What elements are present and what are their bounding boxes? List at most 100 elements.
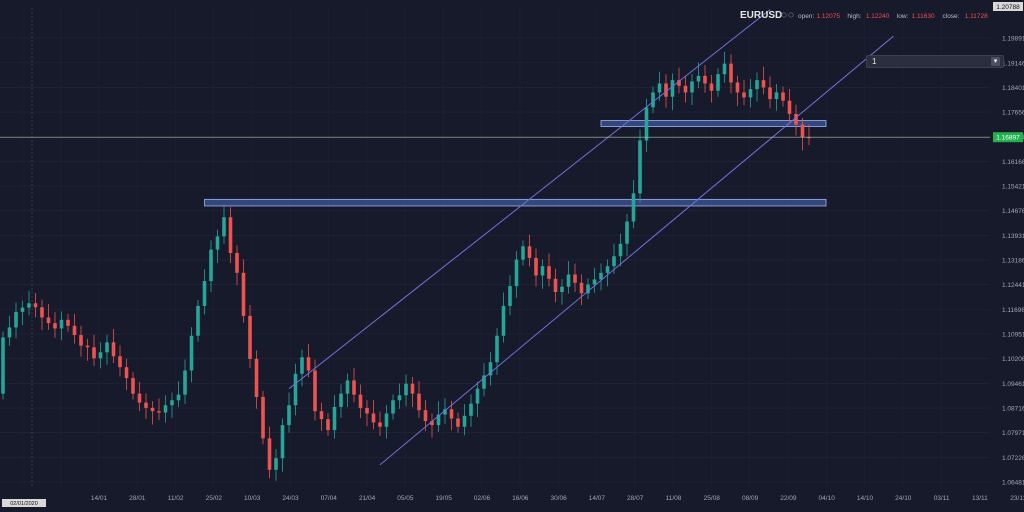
candle-body: [391, 400, 395, 414]
ohlc-value: 1.11630: [912, 13, 935, 20]
candle-body: [274, 458, 278, 470]
candle-body: [228, 217, 233, 253]
support-resistance-zone[interactable]: [600, 120, 827, 127]
symbol-title: EURUSD: [740, 10, 782, 21]
price-tick-label: 1.12441: [1002, 282, 1024, 289]
candle-body: [183, 370, 187, 395]
candle-body: [787, 100, 792, 114]
candle-body: [443, 409, 447, 415]
candle-body: [313, 370, 317, 412]
candle-body: [547, 266, 551, 279]
candle-body: [72, 325, 77, 336]
ohlc-label: high:: [847, 13, 861, 20]
time-tick-label: 23/11: [1010, 495, 1024, 502]
candle-body: [352, 380, 356, 395]
candle-body: [800, 124, 805, 138]
candle-body: [404, 383, 408, 396]
time-tick-label: 14/07: [589, 495, 606, 502]
axis-top-label-bg: [993, 2, 1023, 11]
candle-body: [586, 284, 590, 294]
candle-body: [66, 319, 70, 326]
candle-body: [14, 311, 18, 328]
ohlc-legend: open: 1.12075 high: 1.12240 low: 1.11630 close…: [781, 12, 988, 20]
price-tick-label: 1.13931: [1002, 233, 1024, 240]
candle-body: [690, 81, 694, 93]
candle-body: [742, 92, 746, 98]
price-tick-label: 1.13186: [1002, 258, 1024, 265]
price-tick-label: 1.17656: [1002, 110, 1024, 117]
time-tick-label: 22/09: [780, 495, 797, 502]
candle-body: [612, 256, 616, 267]
zones[interactable]: [204, 120, 827, 207]
candle-body: [599, 272, 603, 280]
candle-body: [131, 378, 135, 394]
crosshair-date: 02/01/2020: [10, 501, 38, 507]
support-resistance-zone[interactable]: [204, 198, 827, 207]
candle-body: [755, 80, 759, 90]
candle-body: [150, 407, 155, 412]
candle-body: [397, 395, 402, 401]
candle-body: [358, 394, 363, 408]
candle-body: [371, 413, 376, 423]
candle-body: [261, 396, 265, 439]
axis-top-label: 1.20788: [996, 4, 1020, 11]
candle-body: [527, 246, 532, 258]
channel-lower-line[interactable]: [379, 35, 894, 466]
candle-body: [189, 335, 194, 371]
candle-body: [722, 63, 727, 75]
channel-upper-line[interactable]: [288, 9, 771, 390]
candle-body: [807, 137, 811, 139]
candle-body: [111, 342, 116, 357]
candle-body: [761, 80, 766, 88]
candle-body: [1, 337, 5, 394]
candle-body: [339, 393, 343, 407]
candle-body: [306, 357, 311, 371]
candle-body: [670, 80, 675, 97]
candle-body: [92, 347, 96, 359]
candle-body: [644, 107, 649, 141]
time-tick-label: 21/04: [359, 495, 376, 502]
ohlc-label: open:: [798, 13, 814, 20]
candle-body: [664, 83, 668, 97]
price-tick-label: 1.14676: [1002, 208, 1024, 215]
candle-body: [469, 403, 473, 416]
time-axis[interactable]: 14/01 28/01 11/02 25/02 10/03 24/03 07/04 21/04…: [91, 495, 1024, 502]
channel-lines[interactable]: [288, 9, 894, 466]
candle-body: [163, 405, 168, 413]
candle-body: [657, 83, 662, 93]
candle-body: [280, 425, 285, 459]
price-tick-label: 1.07226: [1002, 455, 1024, 462]
interval-dropdown[interactable]: 1 ▾: [866, 55, 1004, 68]
candle-body: [579, 282, 584, 294]
chevron-down-icon[interactable]: ▾: [991, 57, 1000, 66]
candle-body: [735, 82, 740, 93]
candle-body: [592, 279, 597, 285]
candle-body: [449, 409, 454, 419]
candle-body: [774, 92, 779, 100]
candle-body: [235, 252, 239, 273]
candle-body: [137, 393, 142, 403]
time-tick-label: 30/06: [550, 495, 567, 502]
candle-body: [436, 414, 441, 426]
candle-body: [209, 249, 213, 282]
settings-icon[interactable]: [788, 12, 794, 18]
price-axis[interactable]: 1.198911.191461.184011.176561.169111.161…: [1002, 36, 1024, 487]
time-tick-label: 19/05: [436, 495, 453, 502]
visibility-icon[interactable]: [781, 12, 787, 18]
candle-body: [410, 383, 415, 394]
time-tick-label: 13/11: [972, 495, 988, 502]
candle-body: [20, 307, 25, 312]
ohlc-value: 1.12240: [866, 13, 890, 20]
candle-body: [157, 411, 161, 413]
time-tick-label: 14/01: [91, 495, 108, 502]
candle-body: [40, 307, 44, 318]
time-tick-label: 28/07: [627, 495, 644, 502]
time-tick-label: 24/03: [282, 495, 299, 502]
candle-body: [59, 319, 64, 329]
crosshair-date-bg: [2, 499, 46, 507]
time-tick-label: 08/09: [742, 495, 759, 502]
candle-body: [456, 418, 460, 427]
candle-body: [631, 193, 636, 222]
